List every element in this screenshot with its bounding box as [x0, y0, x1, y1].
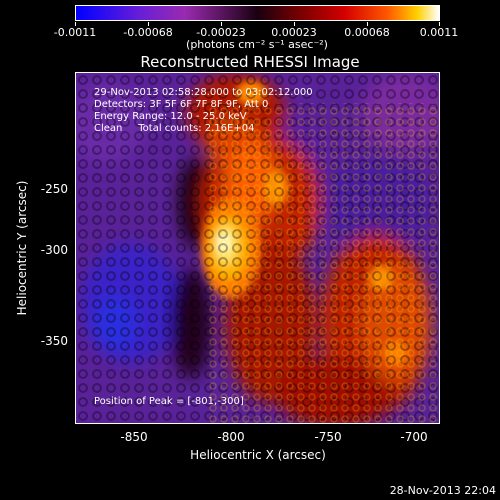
y-tick-label: -250	[40, 182, 68, 196]
x-tick-label: -750	[314, 430, 342, 444]
colorbar-tick	[294, 22, 295, 26]
colorbar-label: 0.0011	[419, 26, 459, 39]
colorbar-tick	[221, 22, 222, 26]
colorbar	[75, 5, 440, 21]
page-title: Reconstructed RHESSI Image	[140, 53, 360, 71]
y-tick-label: -300	[40, 243, 68, 257]
colorbar-label: -0.00023	[196, 26, 246, 39]
colorbar-units: (photons cm⁻² s⁻¹ asec⁻²)	[186, 38, 328, 51]
x-tick-label: -700	[400, 430, 428, 444]
colorbar-label: -0.0011	[53, 26, 97, 39]
x-tick-label: -800	[217, 430, 245, 444]
y-axis-label: Heliocentric Y (arcsec)	[15, 180, 29, 316]
info-time-range: 29-Nov-2013 02:58:28.000 to 03:02:12.000	[94, 87, 313, 98]
info-method-counts: Clean Total counts: 2.16E+04	[94, 123, 255, 134]
x-axis-label: Heliocentric X (arcsec)	[190, 448, 326, 462]
info-detectors: Detectors: 3F 5F 6F 7F 8F 9F, Att 0	[94, 99, 269, 110]
colorbar-label: -0.00068	[123, 26, 173, 39]
x-tick-label: -850	[120, 430, 148, 444]
colorbar-tick	[439, 22, 440, 26]
info-energy-range: Energy Range: 12.0 - 25.0 keV	[94, 111, 247, 122]
colorbar-label: 0.00023	[271, 26, 317, 39]
y-tick-label: -350	[40, 334, 68, 348]
rhessi-image	[76, 73, 439, 423]
timestamp: 28-Nov-2013 22:04	[389, 484, 496, 497]
image-plot: 29-Nov-2013 02:58:28.000 to 03:02:12.000…	[75, 72, 440, 424]
colorbar-tick	[75, 22, 76, 26]
colorbar-tick	[148, 22, 149, 26]
peak-position: Position of Peak = [-801,-300]	[94, 396, 244, 407]
colorbar-label: 0.00068	[344, 26, 390, 39]
colorbar-tick	[367, 22, 368, 26]
